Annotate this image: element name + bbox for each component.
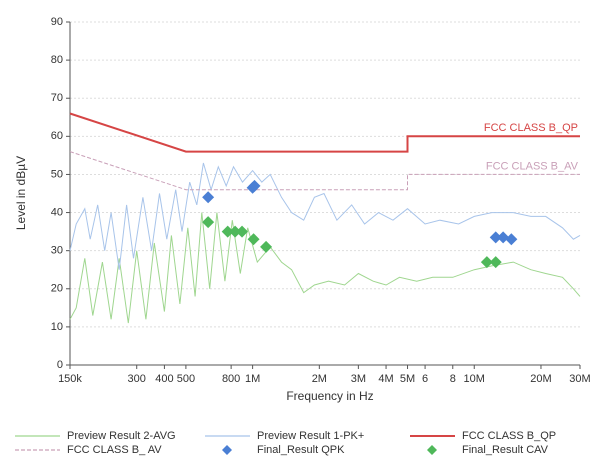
legend-label: Preview Result 2-AVG bbox=[67, 430, 176, 442]
data-point bbox=[489, 256, 502, 269]
x-tick-label: 30M bbox=[569, 373, 590, 385]
legend-icon bbox=[427, 445, 437, 455]
x-tick-label: 8 bbox=[450, 373, 456, 385]
data-point bbox=[202, 216, 215, 229]
data-point bbox=[497, 231, 510, 244]
x-tick-label: 3M bbox=[351, 373, 366, 385]
x-tick-label: 4M bbox=[378, 373, 393, 385]
data-point bbox=[248, 179, 261, 192]
y-tick-label: 20 bbox=[51, 283, 63, 295]
series-line bbox=[69, 212, 581, 324]
data-point bbox=[480, 256, 493, 269]
legend-label: Final_Result CAV bbox=[462, 444, 549, 456]
legend-label: Final_Result QPK bbox=[257, 444, 345, 456]
y-tick-label: 90 bbox=[51, 16, 63, 28]
x-tick-label: 2M bbox=[312, 373, 327, 385]
x-tick-label: 5M bbox=[400, 373, 415, 385]
y-axis-title: Level in dBµV bbox=[14, 156, 28, 230]
y-tick-label: 60 bbox=[51, 130, 63, 142]
y-tick-label: 10 bbox=[51, 321, 63, 333]
series-line bbox=[69, 151, 580, 191]
data-point bbox=[489, 231, 502, 244]
data-point bbox=[221, 225, 234, 238]
x-axis-title: Frequency in Hz bbox=[286, 389, 373, 403]
series-line bbox=[69, 162, 581, 270]
data-point bbox=[247, 233, 260, 246]
annotation: FCC CLASS B_QP bbox=[484, 122, 578, 134]
legend-label: FCC CLASS B_QP bbox=[462, 430, 556, 442]
legend-label: FCC CLASS B_ AV bbox=[67, 444, 162, 456]
y-tick-label: 40 bbox=[51, 206, 63, 218]
x-tick-label: 20M bbox=[530, 373, 551, 385]
x-tick-label: 10M bbox=[464, 373, 485, 385]
y-tick-label: 80 bbox=[51, 54, 63, 66]
legend-label: Preview Result 1-PK+ bbox=[257, 430, 364, 442]
data-point bbox=[229, 225, 242, 238]
y-tick-label: 0 bbox=[57, 359, 63, 371]
data-point bbox=[202, 191, 215, 204]
x-tick-label: 400 bbox=[155, 373, 173, 385]
series-line bbox=[69, 112, 580, 153]
x-tick-label: 800 bbox=[222, 373, 240, 385]
legend-icon bbox=[222, 445, 232, 455]
annotation: FCC CLASS B_AV bbox=[486, 160, 579, 172]
x-tick-label: 6 bbox=[422, 373, 428, 385]
x-tick-label: 1M bbox=[245, 373, 260, 385]
data-point bbox=[505, 233, 518, 246]
x-tick-label: 150k bbox=[58, 373, 82, 385]
x-tick-label: 500 bbox=[177, 373, 195, 385]
y-tick-label: 50 bbox=[51, 168, 63, 180]
y-tick-label: 70 bbox=[51, 92, 63, 104]
data-point bbox=[260, 240, 273, 253]
x-tick-label: 300 bbox=[128, 373, 146, 385]
data-point bbox=[236, 225, 249, 238]
y-tick-label: 30 bbox=[51, 245, 63, 257]
